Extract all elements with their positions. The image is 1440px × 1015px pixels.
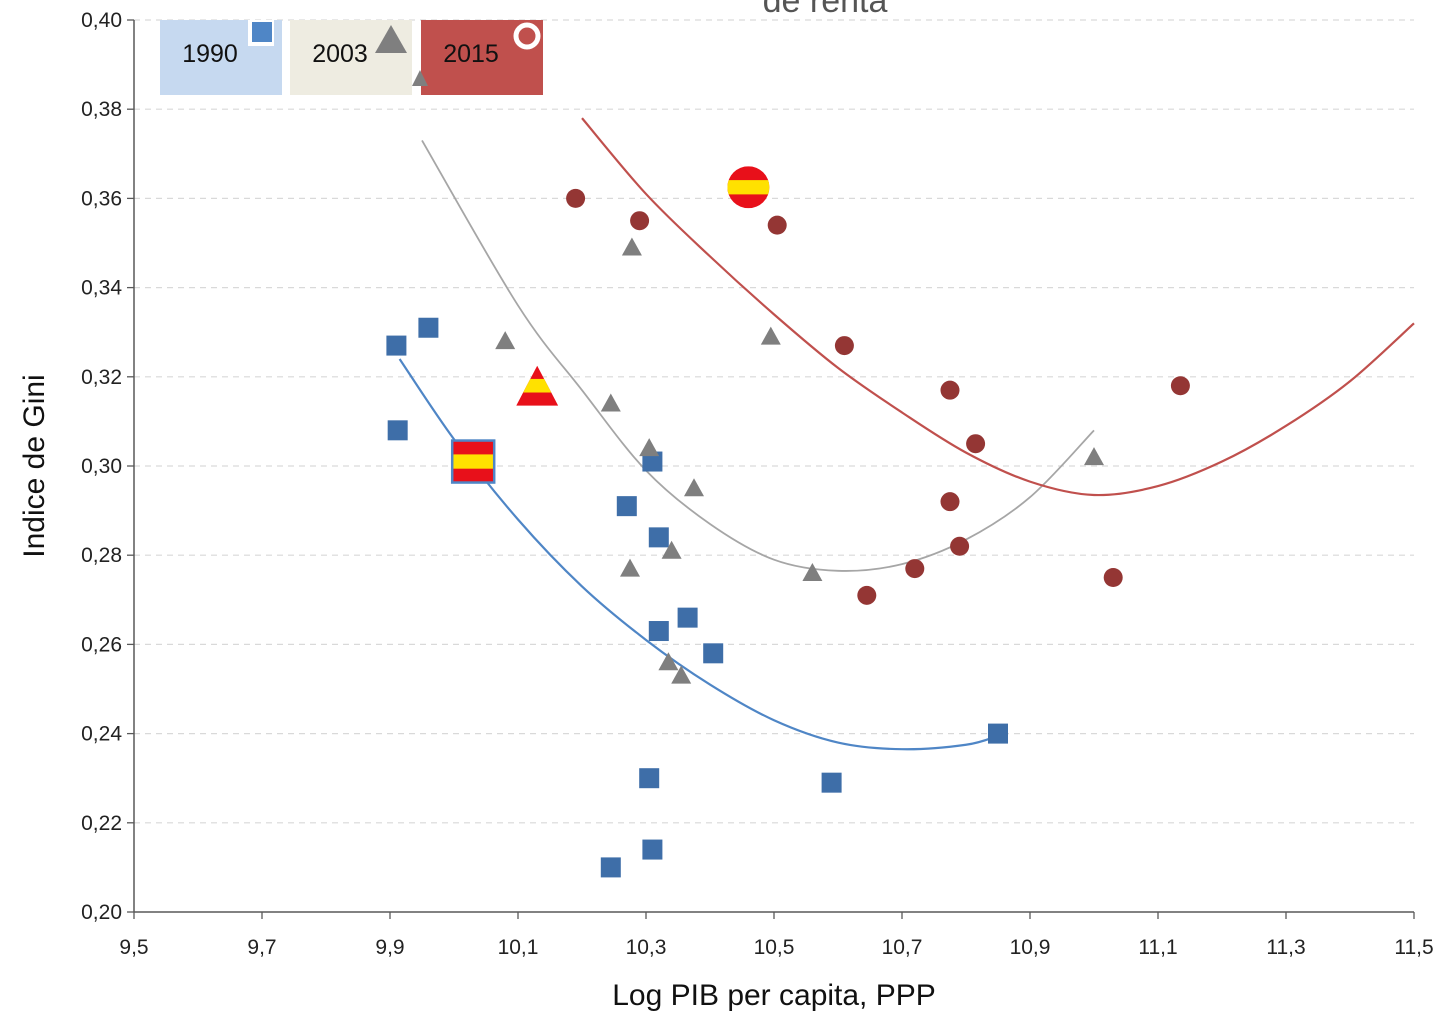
flag-yellow	[516, 378, 559, 393]
y-tick-label: 0,32	[81, 366, 122, 389]
point-2003	[620, 558, 640, 577]
x-tick-label: 10,7	[882, 936, 923, 959]
x-tick-label: 11,5	[1394, 936, 1433, 959]
point-1990	[703, 643, 724, 664]
trend-line-2015	[581, 117, 1415, 497]
point-2015	[630, 211, 650, 231]
point-2003	[658, 652, 679, 671]
point-2015	[1103, 568, 1123, 587]
y-tick-label: 0,26	[81, 633, 122, 656]
point-2015	[940, 492, 960, 512]
x-tick-label: 9,9	[375, 936, 404, 959]
y-tick-label: 0,28	[81, 544, 122, 567]
data-points	[386, 188, 1190, 878]
point-2015	[950, 536, 970, 556]
spain-highlights	[450, 166, 770, 484]
legend-label-2015: 2015	[443, 40, 499, 68]
legend-marker-1990	[252, 22, 272, 42]
point-2015	[834, 336, 854, 356]
point-1990	[988, 723, 1008, 744]
legend-box-2015	[421, 20, 543, 95]
point-1990	[600, 857, 621, 878]
trend-lines	[398, 117, 1415, 751]
point-2003	[600, 393, 621, 412]
x-tick-label: 10,9	[1010, 936, 1051, 959]
point-1990	[642, 451, 663, 472]
y-tick-label: 0,24	[81, 723, 122, 746]
x-axis-title: Log PIB per capita, PPP	[612, 979, 936, 1012]
point-2003	[661, 540, 682, 559]
point-2015	[767, 215, 787, 235]
gridlines	[134, 19, 1414, 824]
y-tick-label: 0,22	[81, 812, 122, 835]
chart-title: de renta	[763, 0, 888, 20]
trend-line-2003	[421, 139, 1095, 572]
spain-flag-triangle	[516, 365, 559, 406]
flag-yellow	[727, 180, 770, 195]
flag-yellow	[452, 454, 495, 469]
point-2003	[802, 563, 823, 582]
point-2015	[566, 188, 586, 208]
legend-label-2003: 2003	[312, 40, 368, 68]
y-tick-label: 0,38	[81, 98, 122, 121]
point-1990	[616, 496, 637, 517]
x-tick-label: 11,3	[1266, 936, 1305, 959]
y-axis-title: Indice de Gini	[18, 374, 51, 557]
legend: 1990 2003 2015	[160, 20, 543, 95]
legend-marker-2003	[375, 25, 407, 53]
point-2003	[495, 331, 516, 350]
y-tick-label: 0,34	[81, 277, 122, 300]
point-1990	[648, 621, 669, 642]
point-1990	[387, 420, 408, 441]
x-tick-label: 11,1	[1138, 936, 1177, 959]
point-1990	[648, 527, 669, 548]
flag-border	[450, 439, 496, 484]
point-2003	[671, 665, 692, 684]
legend-marker-2015	[513, 22, 541, 50]
axes: 0,20 0,22 0,24 0,26 0,28 0,30 0,32 0,34 0,36 0,38…	[81, 9, 1434, 959]
y-tick-label: 0,36	[81, 187, 122, 210]
x-tick-label: 10,1	[498, 936, 539, 959]
x-tick-label: 9,7	[247, 936, 276, 959]
point-2015	[966, 434, 986, 454]
spain-flag-square	[452, 440, 495, 483]
spain-flag-circle	[727, 166, 770, 209]
point-1990	[639, 768, 660, 789]
y-tick-label: 0,40	[81, 9, 122, 32]
point-2015	[857, 585, 877, 605]
point-2003	[760, 326, 781, 345]
y-tick-label: 0,30	[81, 455, 122, 478]
point-2015	[905, 559, 925, 579]
trend-line-1990	[398, 358, 999, 751]
legend-label-1990: 1990	[182, 40, 238, 68]
x-tick-label: 10,5	[754, 936, 795, 959]
point-1990	[418, 317, 439, 338]
x-tick-label: 9,5	[119, 936, 148, 959]
point-1990	[821, 772, 842, 793]
point-1990	[386, 335, 407, 356]
point-2003	[684, 478, 704, 497]
point-2003	[1084, 447, 1104, 466]
point-1990	[642, 839, 663, 860]
point-1990	[677, 607, 698, 628]
point-2015	[1170, 376, 1190, 396]
y-tick-label: 0,20	[81, 901, 122, 924]
point-2003	[621, 237, 642, 256]
point-2003	[639, 438, 660, 457]
legend-marker-2003-small	[412, 70, 428, 86]
point-2015	[940, 380, 960, 400]
x-tick-label: 10,3	[626, 936, 667, 959]
